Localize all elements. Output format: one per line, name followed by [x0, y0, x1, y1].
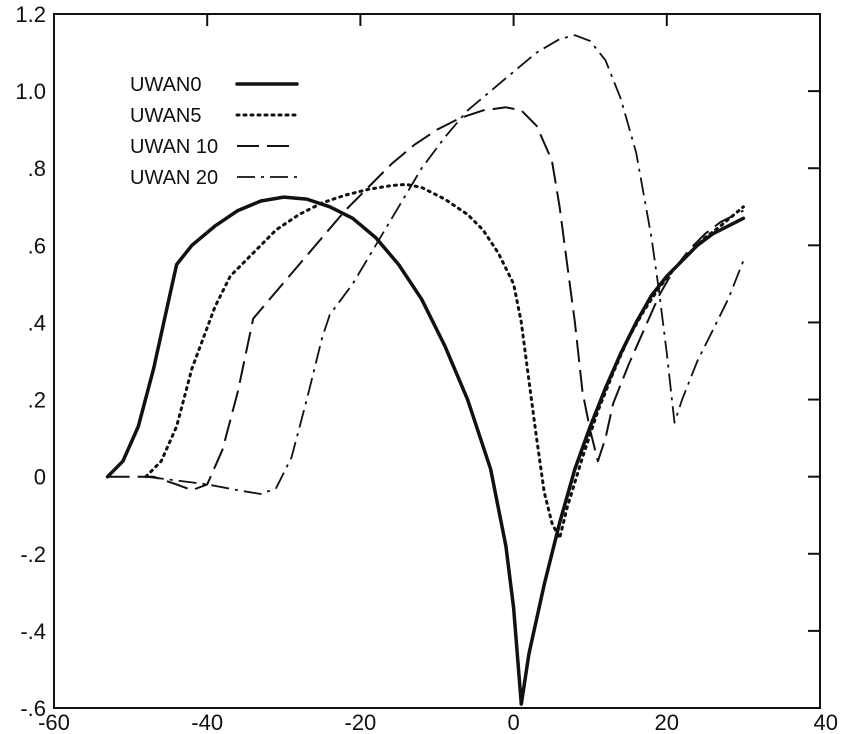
- series-line-4: [145, 34, 745, 495]
- y-tick-label: .8: [28, 156, 46, 181]
- legend-label-1: UWAN0: [130, 74, 201, 96]
- legend-label-4: UWAN 20: [130, 167, 218, 189]
- legend: UWAN0 UWAN5 UWAN 10 UWAN 20: [130, 74, 299, 189]
- x-tick-label: 40: [814, 710, 838, 734]
- x-tick-label: -40: [191, 710, 223, 734]
- series-line-1: [105, 195, 746, 706]
- plot-frame: [53, 13, 821, 709]
- legend-label-3: UWAN 10: [130, 136, 218, 158]
- y-tick-label: -.6: [20, 696, 46, 721]
- y-tick-label: .4: [28, 310, 46, 335]
- x-tick-label: 20: [655, 710, 679, 734]
- y-tick-label: .2: [28, 388, 46, 413]
- x-tick-label: -20: [345, 710, 377, 734]
- y-tick-label: .6: [28, 233, 46, 258]
- y-tick-label: 0: [34, 465, 46, 490]
- y-tick-label: -.4: [20, 619, 46, 644]
- series-line-3: [107, 106, 744, 492]
- y-tick-label: -.2: [20, 542, 46, 567]
- x-tick-label: -60: [38, 710, 70, 734]
- y-tick-label: 1.0: [15, 79, 46, 104]
- ticks: -.6 -.4 -.2 0 .2 .4 .6 .8 1.0 1.2 -60 -40 -20 0 20 40: [15, 2, 838, 734]
- x-tick-label: 0: [507, 710, 519, 734]
- series-group: [105, 34, 746, 706]
- series-line-2: [144, 182, 745, 540]
- legend-label-2: UWAN5: [130, 105, 201, 127]
- y-tick-label: 1.2: [15, 2, 46, 27]
